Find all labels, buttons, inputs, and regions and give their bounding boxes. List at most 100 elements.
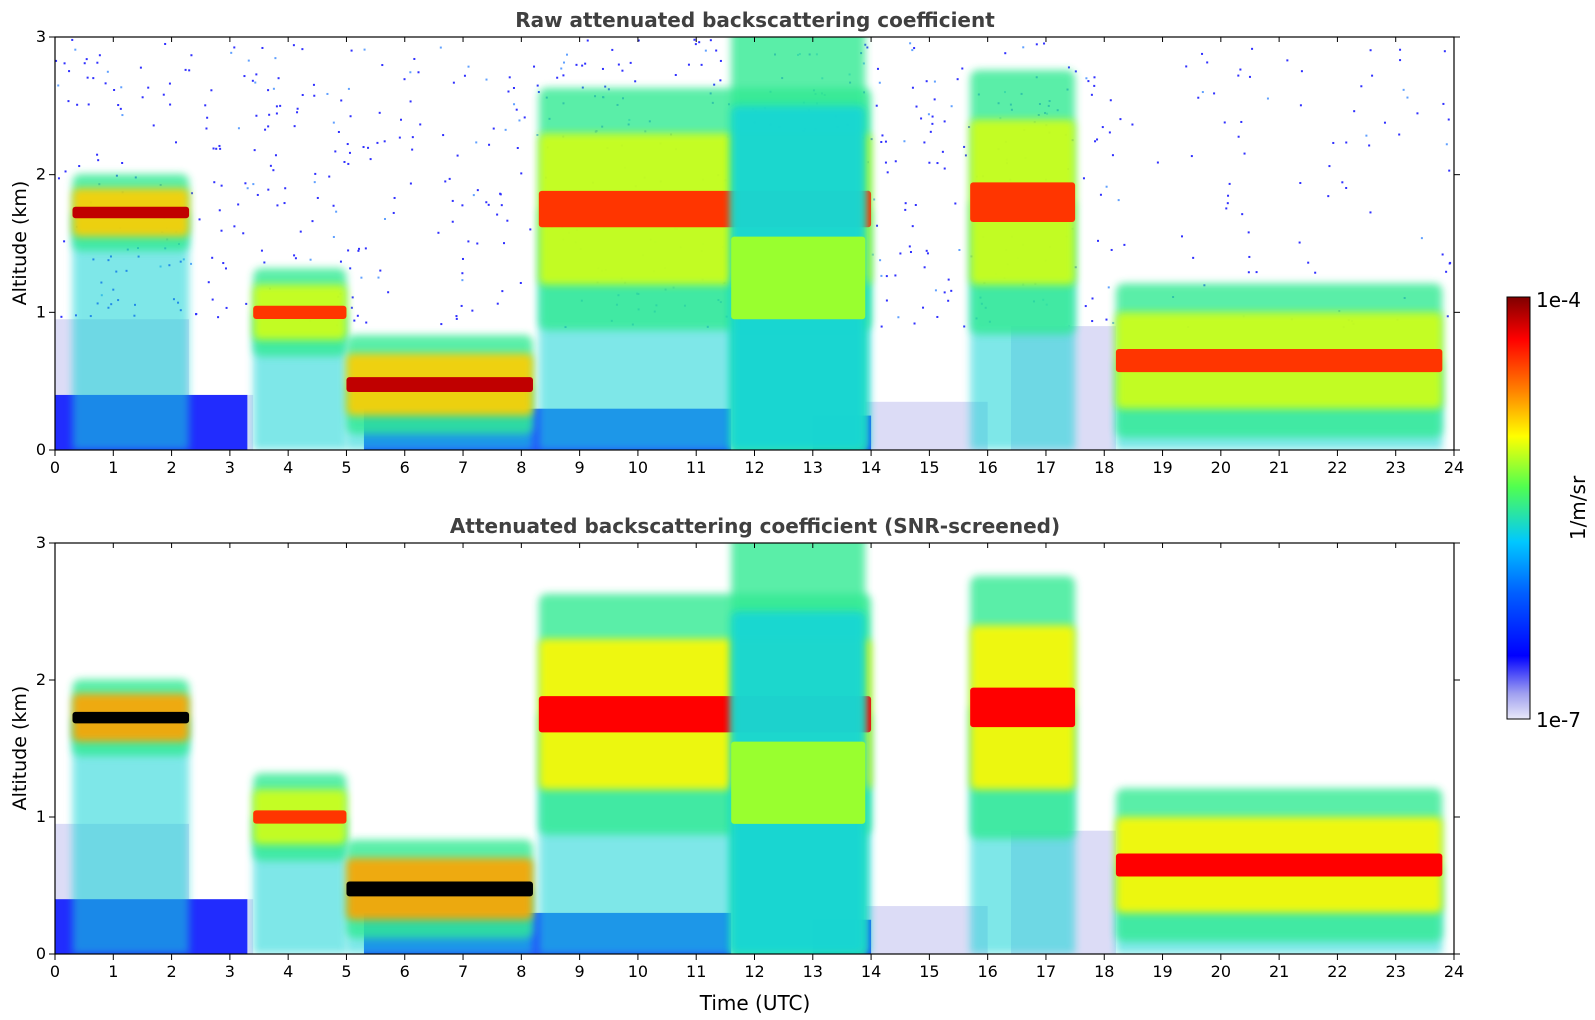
x-tick-label: 22 [1327,962,1347,981]
noise-speckle [1247,231,1250,234]
noise-speckle [121,162,124,165]
noise-speckle [337,130,340,133]
noise-speckle [1105,185,1108,188]
noise-speckle [383,217,386,220]
aerosol-haze [865,401,988,450]
noise-speckle [488,143,491,146]
noise-speckle [351,296,354,299]
x-tick-label: 20 [1211,962,1231,981]
noise-speckle [880,274,883,277]
cloud_layer-peak [346,377,533,393]
noise-speckle [1105,318,1108,321]
noise-speckle [1368,144,1371,147]
x-tick-label: 17 [1036,458,1056,477]
noise-speckle [279,104,282,107]
noise-speckle [1094,140,1097,143]
noise-speckle [719,59,722,62]
x-tick-label: 4 [283,962,293,981]
noise-speckle [476,189,479,192]
noise-speckle [485,201,488,204]
noise-speckle [584,62,587,65]
noise-speckle [272,169,275,172]
noise-speckle [934,289,937,292]
noise-speckle [1225,207,1228,210]
noise-speckle [903,140,906,143]
cloud_layer-peak [72,711,190,724]
noise-speckle [885,299,888,302]
x-tick-label: 2 [166,458,176,477]
heatmap-area [55,543,1443,954]
noise-speckle [269,164,272,167]
noise-speckle [1223,121,1226,124]
noise-speckle [220,229,223,232]
noise-speckle [1402,88,1405,91]
noise-speckle [63,62,66,65]
noise-speckle [963,145,966,148]
x-tick-label: 20 [1211,458,1231,477]
noise-speckle [929,130,932,133]
noise-speckle [1299,182,1302,185]
noise-speckle [152,124,155,127]
boundary_layer-peak [1115,348,1443,373]
x-tick-label: 9 [575,962,585,981]
noise-speckle [519,281,522,284]
noise-speckle [57,84,60,87]
noise-speckle [218,209,221,212]
noise-speckle [274,57,277,60]
noise-speckle [904,202,907,205]
noise-speckle [908,245,911,248]
noise-speckle [409,71,412,74]
noise-speckle [98,54,101,57]
noise-speckle [104,82,107,85]
noise-speckle [897,316,900,319]
noise-speckle [885,275,888,278]
noise-speckle [1022,46,1025,49]
noise-speckle [496,213,499,216]
noise-speckle [1085,77,1088,80]
boundary_layer-peak [1115,853,1443,877]
noise-speckle [501,290,504,293]
noise-speckle [456,154,459,157]
x-tick-label: 12 [744,962,764,981]
y-axis-label: Altitude (km) [9,181,31,306]
noise-speckle [719,79,722,82]
x-tick-label: 8 [516,458,526,477]
noise-speckle [611,48,614,51]
x-tick-label: 19 [1152,962,1172,981]
noise-speckle [284,187,287,190]
noise-speckle [909,42,912,45]
noise-speckle [1197,96,1200,99]
colorbar-min-label: 1e-7 [1536,708,1581,732]
noise-speckle [442,134,445,137]
noise-speckle [346,143,349,146]
noise-speckle [1383,121,1386,124]
noise-speckle [190,192,193,195]
noise-speckle [674,73,677,76]
x-tick-label: 18 [1094,458,1114,477]
x-tick-label: 23 [1386,458,1406,477]
noise-speckle [523,116,526,119]
noise-speckle [293,125,296,128]
noise-speckle [536,84,539,87]
noise-speckle [455,317,458,320]
noise-speckle [1091,297,1094,300]
noise-speckle [233,46,236,49]
x-tick-label: 16 [977,962,997,981]
noise-speckle [381,64,384,67]
noise-speckle [332,235,335,238]
noise-speckle [1353,110,1356,113]
x-tick-label: 18 [1094,962,1114,981]
noise-speckle [398,136,401,139]
noise-speckle [92,77,95,80]
noise-speckle [212,147,215,150]
noise-speckle [880,325,883,328]
noise-speckle [246,187,249,190]
noise-speckle [1074,266,1077,269]
noise-speckle [1300,70,1303,73]
y-axis-label: Altitude (km) [9,686,31,811]
y-tick-label: 3 [36,27,46,46]
noise-speckle [913,322,916,325]
noise-speckle [1345,141,1348,144]
noise-speckle [961,67,964,70]
x-tick-label: 0 [50,962,60,981]
